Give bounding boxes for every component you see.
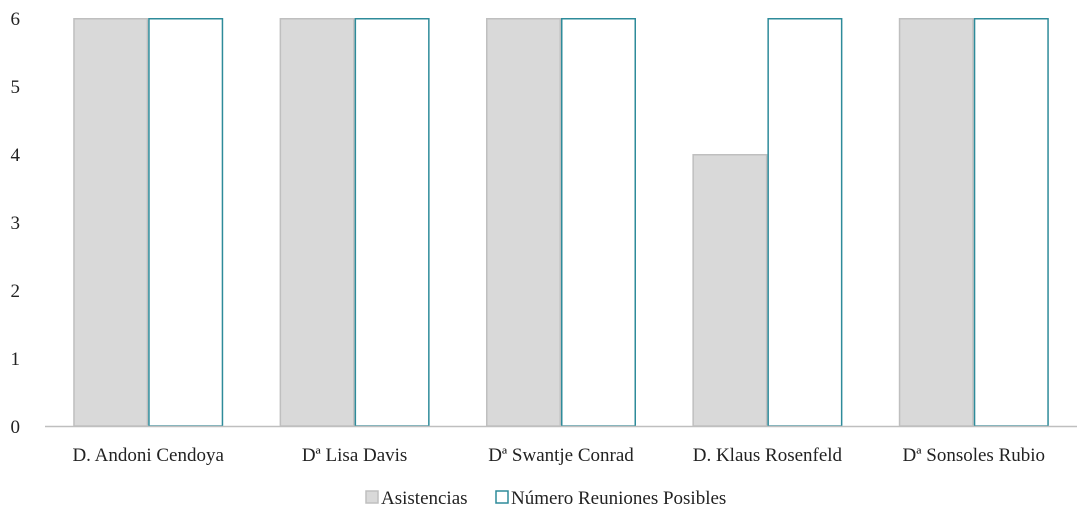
y-tick-label: 5 bbox=[11, 77, 21, 98]
y-tick-label: 2 bbox=[11, 281, 21, 302]
x-category-label: Dª Lisa Davis bbox=[302, 445, 408, 466]
bar-reuniones-posibles bbox=[561, 18, 636, 427]
bar-asistencias bbox=[279, 18, 355, 427]
bar-asistencias bbox=[692, 154, 768, 427]
x-category-label: Dª Swantje Conrad bbox=[488, 445, 634, 466]
bar-asistencias bbox=[486, 18, 561, 427]
category-labels: D. Andoni Cendoya Dª Lisa Davis Dª Swantje… bbox=[72, 445, 1045, 466]
bar-reuniones-posibles bbox=[148, 18, 224, 427]
bar-asistencias bbox=[73, 18, 149, 427]
y-tick-label: 3 bbox=[11, 213, 21, 234]
y-tick-label: 0 bbox=[11, 417, 21, 438]
y-axis-ticks: 0 1 2 3 4 5 6 bbox=[11, 9, 21, 438]
legend-swatch bbox=[495, 490, 509, 504]
y-tick-label: 1 bbox=[11, 349, 21, 370]
bar-asistencias bbox=[898, 18, 974, 427]
bar-reuniones-posibles bbox=[767, 18, 843, 427]
bar-reuniones-posibles bbox=[973, 18, 1049, 427]
y-tick-label: 6 bbox=[11, 9, 21, 30]
x-category-label: D. Andoni Cendoya bbox=[72, 445, 224, 466]
legend: Asistencias Número Reuniones Posibles bbox=[365, 488, 726, 509]
x-category-label: D. Klaus Rosenfeld bbox=[693, 445, 843, 466]
legend-label: Asistencias bbox=[381, 488, 468, 509]
x-category-label: Dª Sonsoles Rubio bbox=[903, 445, 1045, 466]
legend-swatch bbox=[365, 490, 379, 504]
y-tick-label: 4 bbox=[11, 145, 21, 166]
legend-label: Número Reuniones Posibles bbox=[511, 488, 726, 509]
bar-reuniones-posibles bbox=[354, 18, 430, 427]
bars bbox=[73, 18, 1049, 427]
